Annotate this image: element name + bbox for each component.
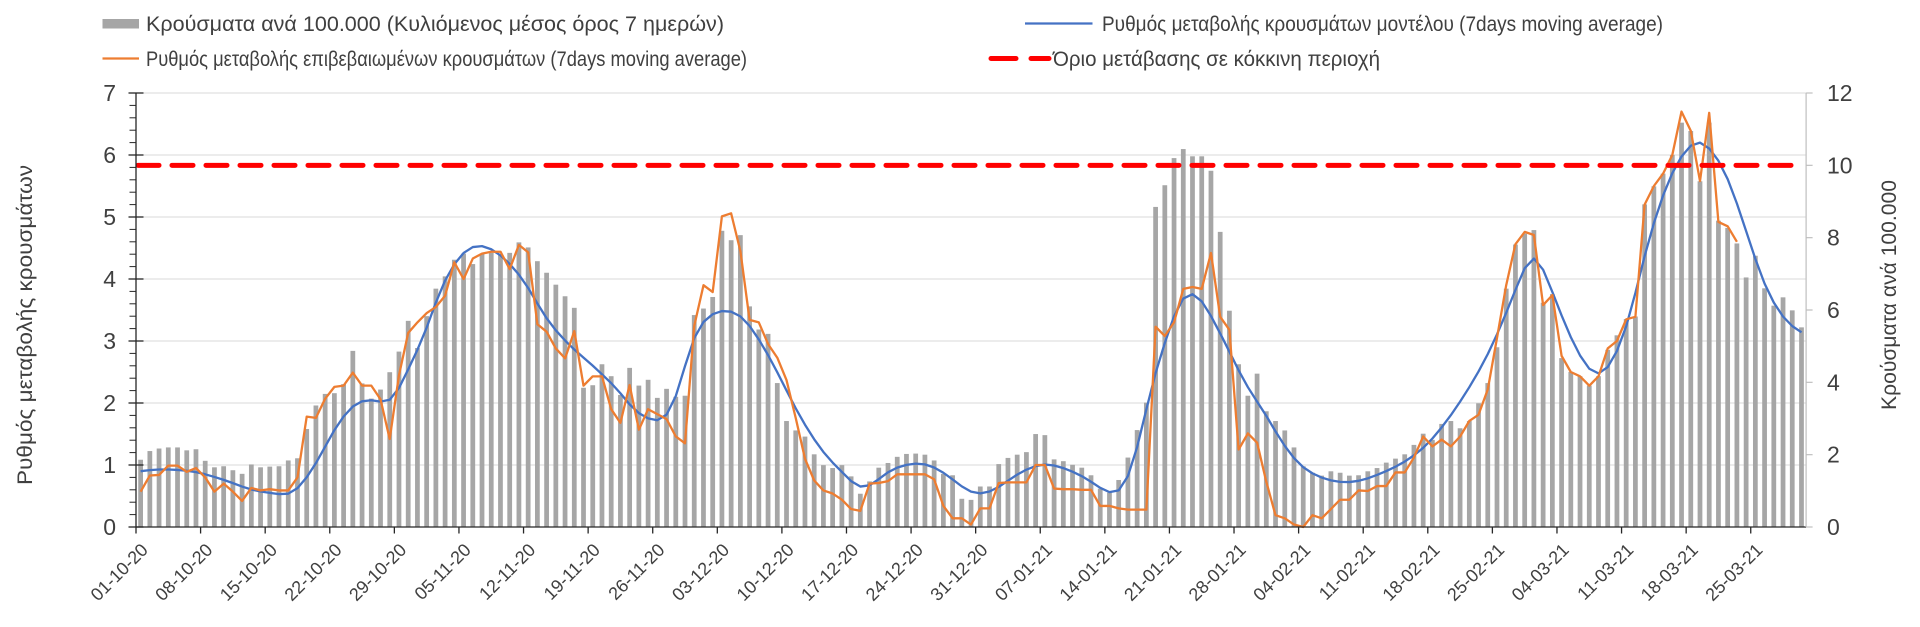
svg-text:8: 8	[1827, 225, 1840, 251]
svg-text:4: 4	[103, 266, 116, 292]
svg-text:0: 0	[103, 514, 116, 540]
svg-text:2: 2	[1827, 442, 1840, 468]
svg-text:6: 6	[103, 142, 116, 168]
svg-text:Ρυθμός μεταβολής κρουσμάτων: Ρυθμός μεταβολής κρουσμάτων	[14, 165, 37, 485]
svg-text:Ρυθμός μεταβολής επιβεβαιωμένω: Ρυθμός μεταβολής επιβεβαιωμένων κρουσμάτ…	[146, 48, 747, 71]
svg-text:Ρυθμός μεταβολής κρουσμάτων μο: Ρυθμός μεταβολής κρουσμάτων μοντέλου (7d…	[1102, 13, 1663, 36]
svg-text:3: 3	[103, 328, 116, 354]
svg-text:5: 5	[103, 204, 116, 230]
svg-text:10: 10	[1827, 152, 1853, 178]
svg-text:1: 1	[103, 452, 116, 478]
svg-text:7: 7	[103, 80, 116, 106]
svg-text:12: 12	[1827, 80, 1853, 106]
svg-text:Κρούσματα ανά 100.000: Κρούσματα ανά 100.000	[1878, 180, 1901, 410]
svg-text:4: 4	[1827, 369, 1840, 395]
svg-text:Όριο μετάβασης σε κόκκινη περι: Όριο μετάβασης σε κόκκινη περιοχή	[1052, 48, 1380, 71]
svg-text:6: 6	[1827, 297, 1840, 323]
svg-text:0: 0	[1827, 514, 1840, 540]
svg-text:2: 2	[103, 390, 116, 416]
svg-text:Κρούσματα ανά 100.000 (Κυλιόμε: Κρούσματα ανά 100.000 (Κυλιόμενος μέσος …	[146, 13, 724, 36]
